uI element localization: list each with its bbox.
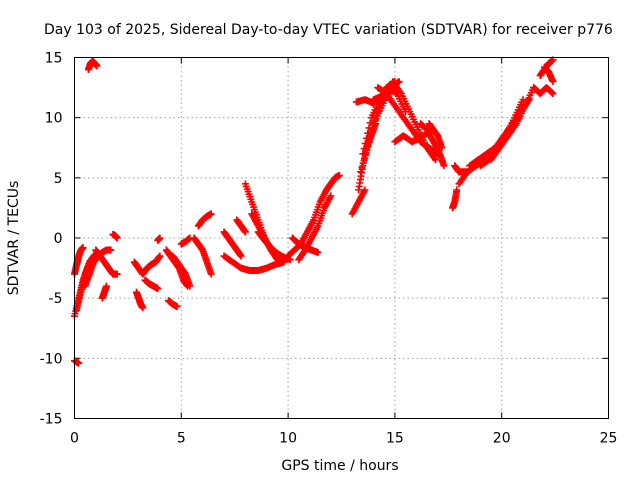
x-tick-label: 10 bbox=[279, 431, 297, 447]
x-tick-label: 20 bbox=[493, 431, 511, 447]
data-point bbox=[314, 248, 322, 256]
data-point bbox=[395, 78, 403, 86]
y-tick-label: 0 bbox=[54, 231, 63, 247]
series-arc-50 bbox=[540, 63, 557, 86]
series-arc-11 bbox=[132, 288, 147, 312]
y-tick-label: 10 bbox=[45, 111, 63, 127]
y-tick-label: 5 bbox=[54, 171, 63, 187]
series-arc-08 bbox=[98, 282, 111, 302]
data-point bbox=[367, 128, 375, 136]
series-arc-16 bbox=[169, 252, 194, 290]
series-arc-28 bbox=[288, 234, 322, 256]
series-arc-29 bbox=[323, 171, 343, 194]
data-point bbox=[103, 282, 111, 290]
y-tick-label: -5 bbox=[49, 291, 63, 307]
x-tick-label: 5 bbox=[177, 431, 186, 447]
data-point bbox=[361, 139, 369, 147]
data-point bbox=[438, 144, 446, 152]
series-arc-32 bbox=[348, 186, 369, 218]
x-tick-labels: 0 5 10 15 20 25 bbox=[70, 431, 617, 447]
chart-title: Day 103 of 2025, Sidereal Day-to-day VTE… bbox=[44, 22, 613, 38]
data-point bbox=[93, 62, 101, 70]
grid-lines bbox=[74, 57, 609, 419]
data-point bbox=[360, 145, 368, 153]
data-point bbox=[207, 270, 215, 278]
data-point bbox=[387, 90, 395, 98]
data-point bbox=[156, 252, 164, 260]
data-point bbox=[361, 186, 369, 194]
series-arc-47 bbox=[487, 84, 538, 164]
series-arc-48 bbox=[530, 84, 557, 98]
data-point bbox=[139, 304, 147, 312]
data-point bbox=[335, 171, 343, 179]
data-point bbox=[113, 234, 121, 242]
data-point bbox=[241, 228, 249, 236]
series-arc-15 bbox=[164, 297, 181, 311]
y-tick-label: -15 bbox=[40, 412, 63, 428]
data-point bbox=[75, 359, 83, 367]
data-point bbox=[358, 164, 366, 172]
series-arc-05 bbox=[84, 57, 101, 74]
series-arc-38 bbox=[417, 120, 448, 170]
data-point bbox=[453, 186, 461, 194]
data-point bbox=[440, 162, 448, 170]
series-arc-07 bbox=[92, 246, 121, 278]
series-arc-39 bbox=[425, 120, 446, 152]
data-point bbox=[113, 270, 121, 278]
series-arc-41 bbox=[352, 96, 378, 107]
data-point bbox=[186, 282, 194, 290]
data-point bbox=[107, 246, 115, 254]
data-point bbox=[365, 124, 373, 132]
data-point bbox=[173, 303, 181, 311]
data-point bbox=[359, 150, 367, 158]
data-point bbox=[327, 192, 335, 200]
series-arc-27 bbox=[295, 192, 335, 264]
series-arc-19 bbox=[194, 210, 215, 230]
data-point bbox=[363, 134, 371, 142]
data-point bbox=[207, 210, 215, 218]
x-tick-label: 0 bbox=[70, 431, 79, 447]
series-arc-04 bbox=[71, 357, 83, 367]
series-arc-18 bbox=[190, 234, 215, 278]
x-tick-label: 15 bbox=[386, 431, 404, 447]
series-arc-10 bbox=[130, 252, 164, 278]
data-point bbox=[154, 285, 162, 293]
data-point bbox=[549, 78, 557, 86]
data-point bbox=[548, 89, 556, 97]
data-points bbox=[71, 56, 557, 367]
y-tick-labels: -15 -10 -5 0 5 10 15 bbox=[40, 51, 63, 428]
data-point bbox=[370, 99, 378, 107]
data-point bbox=[366, 119, 374, 127]
series-arc-12 bbox=[141, 276, 162, 293]
series-arc-09 bbox=[109, 230, 121, 242]
data-point bbox=[79, 244, 87, 252]
data-point bbox=[519, 96, 527, 104]
data-point bbox=[237, 252, 245, 260]
data-point bbox=[156, 234, 164, 242]
x-axis-label: GPS time / hours bbox=[281, 458, 398, 474]
data-point bbox=[364, 129, 372, 137]
data-point bbox=[549, 90, 557, 98]
series-arc-22 bbox=[233, 216, 249, 236]
series-arc-37 bbox=[391, 128, 433, 146]
y-tick-label: 15 bbox=[45, 51, 63, 67]
x-tick-label: 25 bbox=[600, 431, 618, 447]
data-point bbox=[357, 168, 365, 176]
series-arc-36 bbox=[389, 78, 439, 164]
series-arc-17 bbox=[177, 234, 194, 248]
y-tick-label: -10 bbox=[40, 351, 63, 367]
series-arc-43 bbox=[449, 186, 461, 212]
series-arc-13 bbox=[154, 234, 164, 244]
y-axis-label: SDTVAR / TECUs bbox=[6, 181, 22, 296]
data-point bbox=[431, 156, 439, 164]
series-arc-45 bbox=[466, 96, 533, 170]
series-arc-25 bbox=[254, 228, 294, 264]
data-point bbox=[359, 159, 367, 167]
plot-frame bbox=[74, 57, 609, 419]
series-arc-20 bbox=[220, 228, 245, 260]
